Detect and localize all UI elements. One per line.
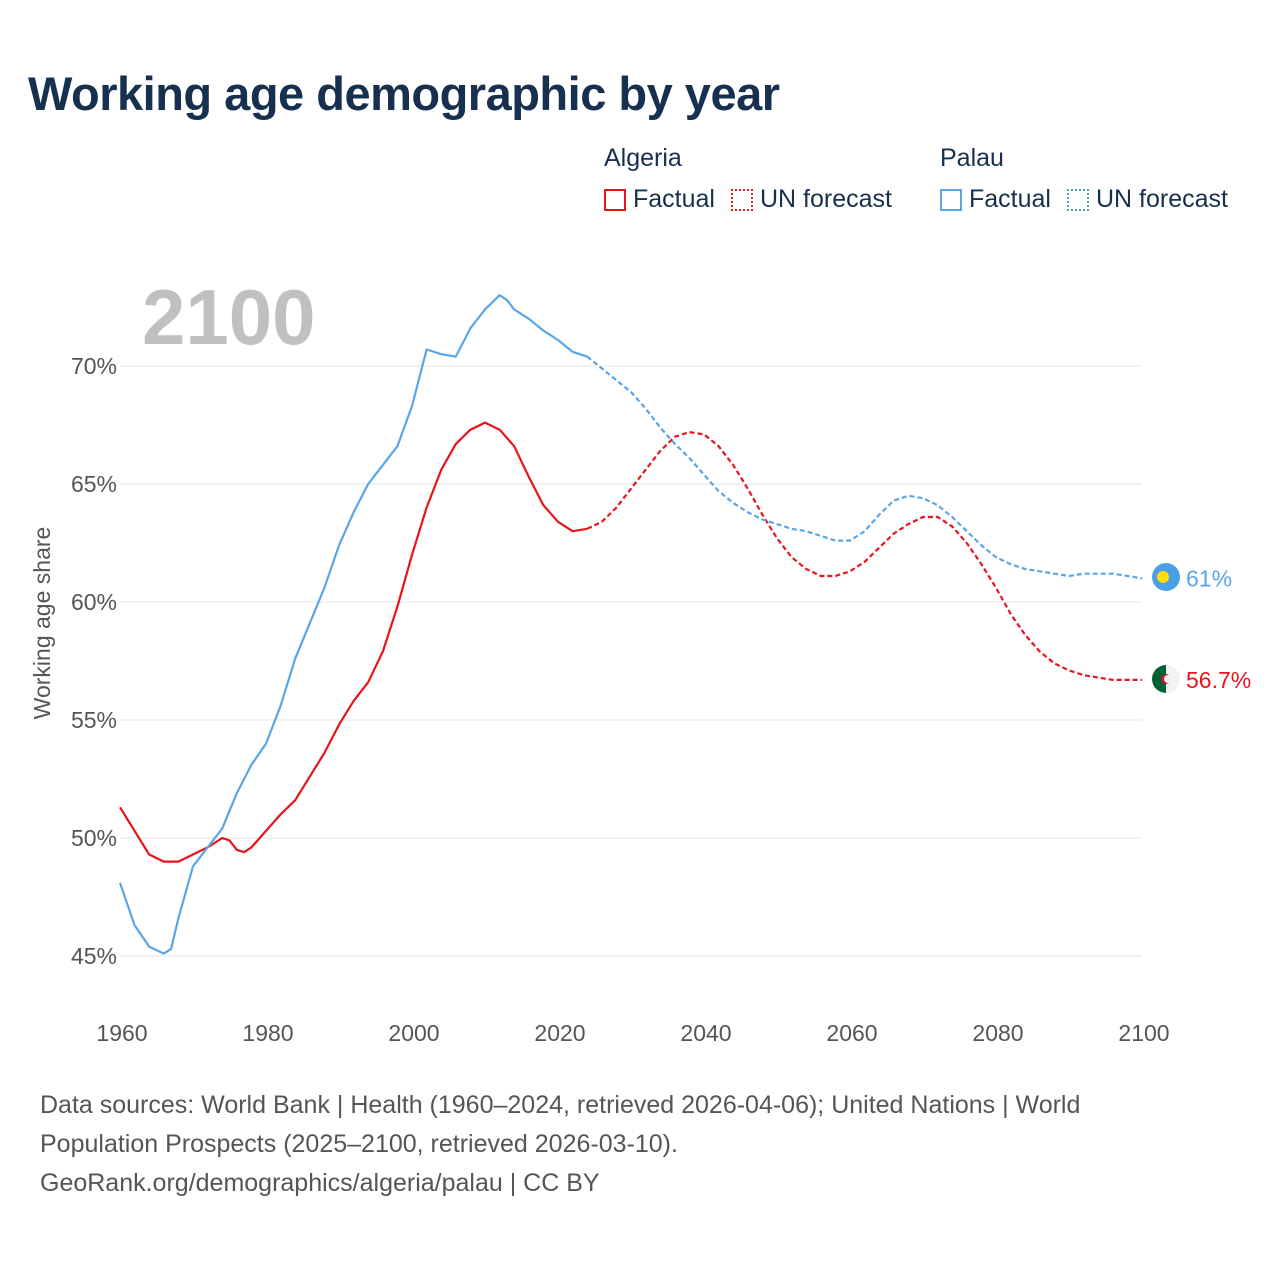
- series-lines: [118, 294, 1143, 955]
- footer-line: GeoRank.org/demographics/algeria/palau |…: [40, 1169, 600, 1197]
- legend-algeria-forecast[interactable]: UN forecast: [730, 185, 892, 214]
- palau-forecast-line: [586, 355, 1143, 580]
- x-tick-label: 2040: [680, 1020, 731, 1046]
- x-tick-label: 2020: [534, 1020, 585, 1046]
- palau-end-value-label: 61%: [1186, 565, 1232, 591]
- footer-line: Population Prospects (2025–2100, retriev…: [40, 1130, 678, 1158]
- legend-algeria-factual[interactable]: Factual: [604, 185, 715, 214]
- y-axis: 45% 50% 55% 60% 65% 70%: [71, 353, 117, 969]
- algeria-end-value-label: 56.7%: [1186, 667, 1251, 693]
- legend-swatch-dotted: [1066, 188, 1089, 211]
- legend-label: UN forecast: [1095, 185, 1228, 213]
- legend-swatch-solid: [604, 188, 626, 211]
- y-tick-label: 70%: [71, 353, 117, 379]
- legend-group-palau: Palau Factual UN forecast: [940, 144, 1228, 214]
- legend-palau-factual[interactable]: Factual: [940, 185, 1051, 214]
- x-tick-label: 2000: [388, 1020, 439, 1046]
- y-tick-label: 50%: [71, 825, 117, 851]
- x-tick-label: 1960: [96, 1020, 147, 1046]
- y-tick-label: 45%: [71, 943, 117, 969]
- x-tick-label: 2080: [972, 1020, 1023, 1046]
- palau-flag-icon: [1152, 563, 1180, 591]
- legend-palau-forecast[interactable]: UN forecast: [1066, 185, 1228, 214]
- legend-swatch-dotted: [730, 188, 753, 211]
- current-year-label: 2100: [142, 273, 316, 361]
- x-tick-label: 2100: [1118, 1020, 1169, 1046]
- legend-swatch-solid: [940, 188, 962, 211]
- y-axis-label: Working age share: [29, 527, 55, 720]
- legend-label: UN forecast: [759, 185, 892, 213]
- x-tick-label: 2060: [826, 1020, 877, 1046]
- legend-country-name: Algeria: [604, 144, 682, 172]
- y-tick-label: 60%: [71, 589, 117, 615]
- algeria-flag-icon: [1152, 665, 1180, 693]
- legend-label: Factual: [969, 185, 1051, 213]
- palau-factual-line: [118, 294, 588, 955]
- legend-label: Factual: [633, 185, 715, 213]
- chart-title: Working age demographic by year: [28, 67, 780, 120]
- y-tick-label: 55%: [71, 707, 117, 733]
- legend-group-algeria: Algeria Factual UN forecast: [604, 144, 908, 214]
- algeria-factual-line: [119, 421, 588, 863]
- x-tick-label: 1980: [242, 1020, 293, 1046]
- y-tick-label: 65%: [71, 471, 117, 497]
- x-axis: 1960 1980 2000 2020 2040 2060 2080 2100: [96, 1020, 1169, 1046]
- line-chart: 2100 Working age share 45% 50% 55% 60% 65% 70…: [29, 273, 1251, 1046]
- footer-line: Data sources: World Bank | Health (1960–…: [40, 1091, 1081, 1119]
- end-markers: 56.7% 61%: [1152, 563, 1251, 693]
- gridlines: [120, 365, 1142, 957]
- algeria-forecast-line: [586, 430, 1142, 681]
- footer-sources: Data sources: World Bank | Health (1960–…: [40, 1086, 1240, 1203]
- legend-country-name: Palau: [940, 144, 1004, 172]
